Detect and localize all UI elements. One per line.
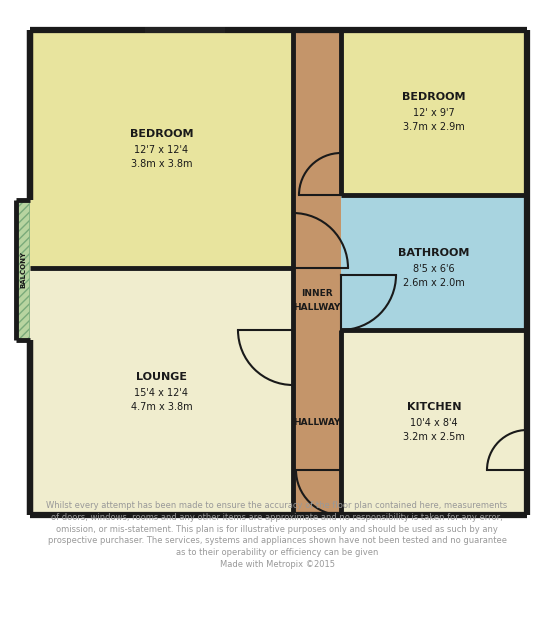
Text: 2.6m x 2.0m: 2.6m x 2.0m (403, 278, 465, 287)
Bar (30, 30, 293, 268)
Bar (145, 27, 225, 33)
Text: Whilst every attempt has been made to ensure the accuracy of the floor plan cont: Whilst every attempt has been made to en… (47, 501, 508, 569)
Text: BEDROOM: BEDROOM (130, 129, 193, 139)
Text: 15'4 x 12'4: 15'4 x 12'4 (134, 387, 189, 397)
Text: BALCONY: BALCONY (20, 252, 26, 289)
Text: INNER: INNER (301, 289, 333, 298)
Text: BEDROOM: BEDROOM (402, 93, 466, 102)
Text: 3.7m x 2.9m: 3.7m x 2.9m (403, 122, 465, 132)
Bar (341, 195, 527, 330)
Text: KITCHEN: KITCHEN (407, 403, 461, 413)
Text: 8'5 x 6'6: 8'5 x 6'6 (413, 264, 455, 273)
Bar (16, 200, 30, 340)
Bar (293, 30, 341, 515)
Text: HALLWAY: HALLWAY (293, 303, 341, 312)
Text: LOUNGE: LOUNGE (136, 371, 187, 381)
Text: 12'7 x 12'4: 12'7 x 12'4 (134, 145, 189, 155)
Text: BATHROOM: BATHROOM (398, 248, 470, 257)
Text: 10'4 x 8'4: 10'4 x 8'4 (410, 419, 458, 429)
Bar (17, 201, 29, 339)
Text: 4.7m x 3.8m: 4.7m x 3.8m (130, 401, 193, 412)
Bar (341, 330, 527, 515)
Text: HALLWAY: HALLWAY (293, 418, 341, 427)
Bar (30, 268, 293, 515)
Text: 12' x 9'7: 12' x 9'7 (413, 109, 455, 118)
Text: 3.8m x 3.8m: 3.8m x 3.8m (131, 159, 192, 169)
Text: 3.2m x 2.5m: 3.2m x 2.5m (403, 433, 465, 442)
Bar (341, 30, 527, 195)
